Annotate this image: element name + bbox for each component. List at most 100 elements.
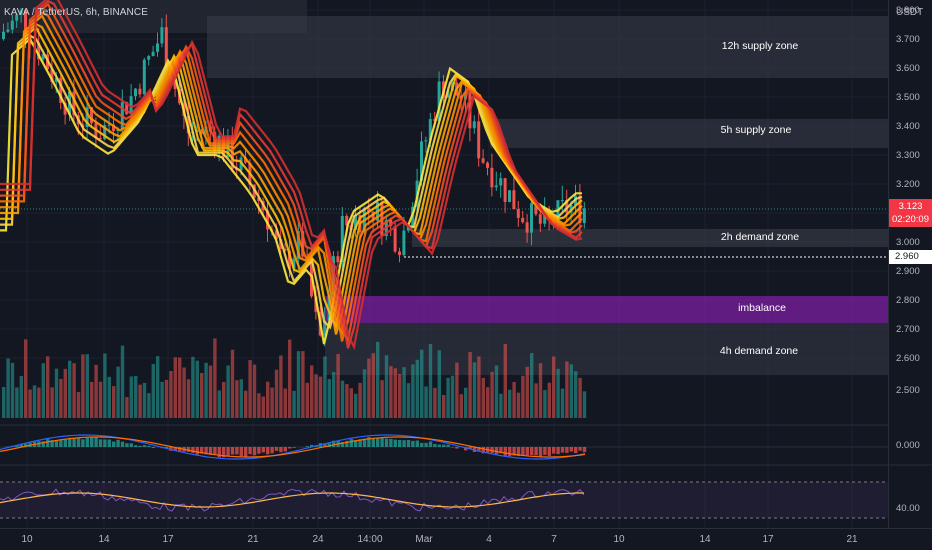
volume-bar	[455, 362, 459, 418]
zone-label-imbalance[interactable]: imbalance	[738, 302, 786, 314]
macd-histogram-bar	[116, 439, 120, 447]
volume-bar	[314, 374, 318, 418]
candle-body	[288, 250, 291, 269]
macd-histogram-bar	[446, 444, 450, 447]
volume-bar	[543, 390, 547, 418]
candle-body	[565, 200, 569, 213]
macd-histogram-bar	[477, 447, 481, 452]
volume-bar	[200, 373, 204, 418]
macd-histogram-bar	[428, 441, 433, 447]
price-axis-divider	[888, 0, 889, 528]
ema-ribbon-line	[0, 0, 583, 351]
volume-bar	[534, 383, 538, 418]
macd-histogram-bar	[142, 445, 147, 447]
zone-label-2h-demand[interactable]: 2h demand zone	[720, 231, 800, 243]
zone-label-4h-demand[interactable]: 4h demand zone	[719, 345, 799, 357]
candle-body	[19, 10, 23, 15]
macd-histogram-bar	[433, 443, 437, 447]
currency-label[interactable]: USDT	[896, 7, 924, 18]
price-tick: 3.400	[896, 121, 920, 132]
macd-histogram-bar	[420, 442, 424, 447]
volume-bar	[349, 388, 353, 418]
macd-histogram-bar	[59, 439, 63, 447]
volume-bar	[129, 376, 133, 418]
macd-histogram-bar	[239, 447, 243, 457]
volume-bar	[310, 365, 314, 418]
candle-body	[367, 207, 371, 212]
candle-body	[151, 51, 155, 57]
volume-bar	[481, 377, 485, 418]
volume-bar	[415, 359, 419, 418]
macd-histogram-bar	[499, 447, 503, 454]
volume-bar	[283, 388, 287, 418]
macd-histogram-bar	[147, 445, 151, 447]
volume-bar	[442, 394, 446, 418]
macd-histogram-bar	[490, 447, 494, 453]
macd-histogram-bar	[173, 447, 177, 451]
time-tick: 17	[162, 534, 174, 545]
volume-bar	[28, 389, 32, 418]
time-tick: 21	[247, 534, 259, 545]
rsi-tick: 40.00	[896, 503, 920, 514]
volume-bar	[279, 355, 283, 418]
macd-histogram-bar	[90, 437, 94, 447]
candle-body	[486, 162, 489, 168]
macd-histogram-bar	[345, 440, 349, 447]
candle-body	[59, 77, 63, 103]
macd-histogram-bar	[213, 447, 217, 455]
candle-body	[402, 230, 406, 256]
time-tick: 17	[762, 534, 774, 545]
candle-body	[173, 80, 177, 89]
zone-label-12h-supply[interactable]: 12h supply zone	[721, 40, 799, 52]
macd-histogram-bar	[574, 447, 578, 454]
volume-bar	[217, 390, 221, 418]
macd-histogram-bar	[15, 445, 19, 447]
candle-body	[327, 294, 331, 321]
volume-bar	[98, 381, 103, 418]
volume-bar	[72, 363, 76, 418]
ema-ribbon-line	[0, 37, 582, 345]
macd-histogram-bar	[362, 438, 367, 447]
candle-body	[503, 178, 507, 202]
macd-histogram-bar	[129, 443, 133, 447]
macd-histogram-bar	[208, 447, 213, 455]
candle-body	[420, 141, 423, 181]
macd-histogram-bar	[164, 447, 169, 449]
volume-bar	[261, 396, 265, 418]
candle-body	[534, 203, 538, 215]
macd-histogram-bar	[305, 446, 309, 447]
candle-body	[103, 125, 107, 140]
zone-label-5h-supply[interactable]: 5h supply zone	[720, 124, 792, 136]
candle-body	[2, 31, 5, 39]
volume-bar	[512, 381, 516, 418]
macd-histogram-bar	[72, 438, 76, 447]
macd-histogram-bar	[24, 443, 28, 447]
candle-body	[63, 102, 67, 115]
volume-bar	[195, 360, 199, 418]
macd-histogram-bar	[235, 447, 239, 455]
macd-histogram-bar	[230, 447, 235, 455]
volume-bar	[160, 381, 164, 418]
volume-bar	[248, 360, 252, 418]
candle-body	[323, 320, 327, 336]
price-tick: 3.600	[896, 63, 920, 74]
volume-bar	[411, 364, 415, 418]
candle-body	[200, 130, 203, 134]
symbol-title[interactable]: KAVA / TetherUS, 6h, BINANCE	[4, 7, 148, 18]
volume-bar	[384, 355, 389, 418]
horizontal-line-price-tag[interactable]: 2.960	[889, 250, 932, 264]
volume-bar	[398, 374, 402, 418]
candle-body	[72, 91, 76, 116]
candle-body	[398, 251, 401, 256]
volume-bar	[552, 356, 556, 418]
macd-histogram-bar	[292, 447, 296, 448]
time-tick: 14	[699, 534, 711, 545]
macd-histogram-bar	[367, 436, 371, 447]
macd-histogram-bar	[411, 440, 415, 447]
volume-bar	[301, 351, 305, 418]
ema-ribbon-line	[0, 34, 583, 330]
rsi-band	[0, 482, 888, 518]
volume-bar	[565, 361, 569, 418]
volume-bar	[472, 362, 477, 418]
